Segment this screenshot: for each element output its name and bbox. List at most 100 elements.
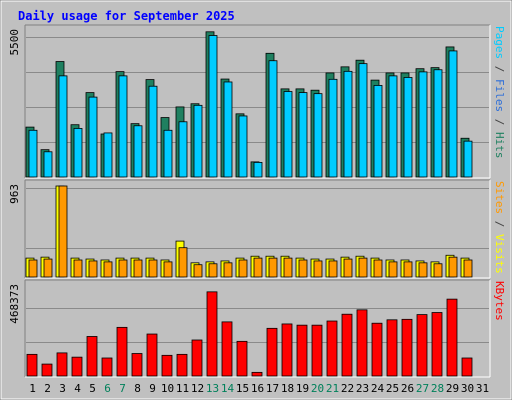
x-tick-label-2: 2 (44, 382, 51, 395)
x-tick-label-13: 13 (206, 382, 219, 395)
x-tick-label-14: 14 (221, 382, 235, 395)
x-tick-label-3: 3 (59, 382, 66, 395)
bar-sites-5 (88, 260, 98, 278)
x-tick-label-5: 5 (89, 382, 96, 395)
bar-sites-18 (283, 257, 293, 278)
legend-part: Files (493, 79, 506, 112)
bar-kbytes-21 (326, 320, 338, 377)
bar-files-26 (403, 77, 413, 178)
bar-kbytes-6 (101, 357, 113, 377)
legend-part: Sites (493, 181, 506, 214)
legend-part: Visits (493, 234, 506, 274)
bar-sites-17 (268, 257, 278, 278)
bar-sites-29 (448, 256, 458, 278)
legend-part: / (493, 214, 506, 234)
bar-kbytes-29 (446, 298, 458, 377)
panel-pages-files-hits: 5500 Pages / Files / Hits (8, 24, 506, 179)
bar-kbytes-23 (356, 309, 368, 377)
x-tick-label-20: 20 (311, 382, 324, 395)
x-tick-label-22: 22 (341, 382, 354, 395)
bar-sites-23 (358, 257, 368, 278)
bar-kbytes-18 (281, 323, 293, 377)
x-tick-label-1: 1 (29, 382, 36, 395)
bar-files-13 (208, 35, 218, 178)
bar-sites-1 (28, 259, 38, 278)
bar-files-22 (343, 70, 353, 178)
bar-sites-12 (193, 264, 203, 278)
bar-files-17 (268, 60, 278, 178)
bar-files-25 (388, 75, 398, 178)
bar-sites-10 (163, 261, 173, 278)
bar-kbytes-30 (461, 357, 473, 377)
bar-files-9 (148, 85, 158, 178)
bar-files-5 (88, 96, 98, 178)
bar-sites-13 (208, 263, 218, 278)
panel-visits-sites: 963 Sites / Visits (8, 179, 506, 279)
bar-files-6 (103, 132, 113, 178)
bar-sites-14 (223, 262, 233, 278)
bar-files-28 (433, 69, 443, 178)
bar-kbytes-22 (341, 313, 353, 377)
legend-part: KBytes (493, 281, 506, 321)
bar-kbytes-24 (371, 322, 383, 377)
bar-kbytes-12 (191, 339, 203, 377)
bar-sites-8 (133, 259, 143, 278)
bar-kbytes-11 (176, 353, 188, 377)
bar-files-27 (418, 71, 428, 178)
bar-files-4 (73, 128, 83, 178)
x-tick-label-24: 24 (371, 382, 385, 395)
x-tick-label-30: 30 (461, 382, 474, 395)
bar-kbytes-4 (71, 356, 83, 377)
bar-kbytes-16 (251, 371, 263, 377)
x-tick-label-9: 9 (149, 382, 156, 395)
bar-files-16 (253, 161, 263, 178)
y-max-label: 468373 (8, 284, 21, 324)
x-tick-label-27: 27 (416, 382, 429, 395)
bar-sites-4 (73, 259, 83, 278)
bar-sites-30 (463, 259, 473, 278)
bar-kbytes-10 (161, 354, 173, 377)
bar-sites-27 (418, 262, 428, 278)
bar-kbytes-3 (56, 352, 68, 377)
x-tick-label-15: 15 (236, 382, 249, 395)
x-axis-labels: 1 2 3 4 5 6 7 8 9 10 11 12 13 14 15 16 17 18 19 20 21 22 23 24 2… (29, 382, 489, 395)
bar-sites-20 (313, 260, 323, 278)
bar-sites-22 (343, 258, 353, 278)
bar-kbytes-2 (41, 363, 53, 377)
bar-files-15 (238, 115, 248, 178)
bar-kbytes-13 (206, 291, 218, 377)
x-tick-label-18: 18 (281, 382, 294, 395)
bar-sites-6 (103, 261, 113, 278)
legend-part: Hits (493, 132, 506, 159)
bar-kbytes-5 (86, 336, 98, 377)
bar-sites-25 (388, 261, 398, 278)
y-max-label: 963 (8, 184, 21, 204)
bar-kbytes-25 (386, 319, 398, 377)
bar-sites-28 (433, 263, 443, 278)
series-legend-label: Pages / Files / Hits (493, 26, 506, 159)
bar-files-2 (43, 151, 53, 178)
x-tick-label-19: 19 (296, 382, 309, 395)
bar-kbytes-26 (401, 318, 413, 377)
bar-files-14 (223, 81, 233, 178)
bar-sites-24 (373, 259, 383, 278)
x-tick-label-28: 28 (431, 382, 444, 395)
bar-files-12 (193, 104, 203, 178)
x-tick-label-26: 26 (401, 382, 414, 395)
bar-files-29 (448, 50, 458, 178)
x-tick-label-31: 31 (476, 382, 489, 395)
bar-sites-21 (328, 260, 338, 278)
bar-files-10 (163, 129, 173, 178)
bar-kbytes-1 (26, 353, 38, 377)
series-legend-label: KBytes (493, 281, 506, 321)
x-tick-label-7: 7 (119, 382, 126, 395)
chart-title: Daily usage for September 2025 (18, 9, 235, 23)
chart-panels: 5500 Pages / Files / Hits 963 Sites / Visit… (8, 24, 506, 378)
x-tick-label-11: 11 (176, 382, 189, 395)
bar-sites-26 (403, 261, 413, 278)
x-tick-label-16: 16 (251, 382, 264, 395)
bar-files-20 (313, 93, 323, 178)
bar-files-3 (58, 75, 68, 178)
